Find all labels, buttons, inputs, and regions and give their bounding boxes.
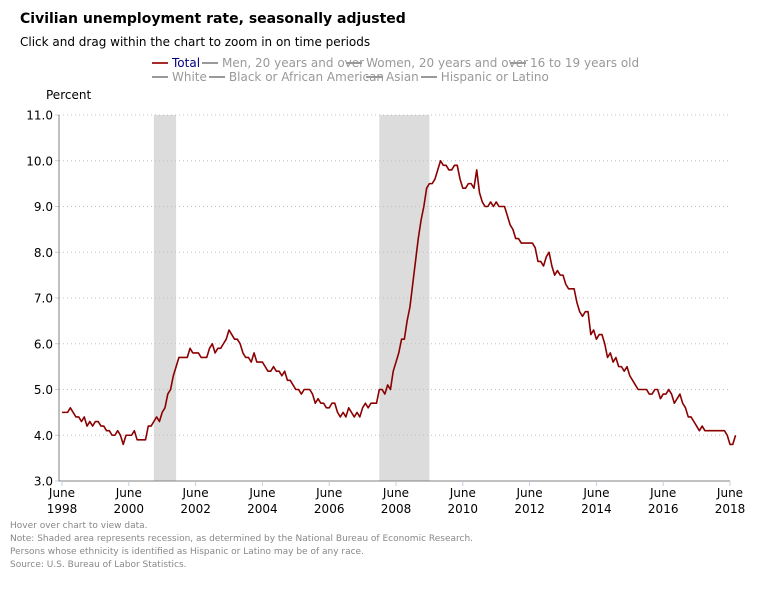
legend-label: Men, 20 years and over xyxy=(222,56,365,70)
x-tick-label-month: June xyxy=(649,486,676,500)
recession-band xyxy=(153,115,177,481)
legend-row-1: Total Men, 20 years and over Women, 20 yea… xyxy=(152,56,639,70)
legend-line-icon xyxy=(509,61,526,64)
legend-line-icon xyxy=(202,61,219,64)
legend-line-icon xyxy=(152,75,168,78)
legend-label: Women, 20 years and over xyxy=(366,56,528,70)
x-tick-label-month: June xyxy=(48,486,75,500)
legend-line-icon xyxy=(346,61,363,64)
y-tick-label: 6.0 xyxy=(34,337,53,351)
legend-item-teens[interactable]: 16 to 19 years old xyxy=(509,56,640,70)
ethnicity-note: Persons whose ethnicity is identified as… xyxy=(10,547,364,557)
x-tick-label-year: 2018 xyxy=(715,502,746,516)
legend-label: Asian xyxy=(386,70,419,84)
legend-item-hispanic[interactable]: Hispanic or Latino xyxy=(420,70,549,84)
gridlines xyxy=(55,114,730,482)
x-tick-label-month: June xyxy=(115,486,142,500)
y-tick-label: 7.0 xyxy=(34,292,53,306)
line-chart[interactable]: 3.04.05.06.07.08.09.010.011.0 June1998Ju… xyxy=(0,0,770,520)
y-tick-labels: 3.0 4.0 5.0 6.0 7.0 8.0 9.0 10.0 11.0 xyxy=(26,109,53,489)
x-tick-label-month: June xyxy=(449,486,476,500)
recession-band xyxy=(379,115,430,481)
chart-notes: Hover over chart to view data. Note: Sha… xyxy=(10,520,473,572)
y-tick-label: 8.0 xyxy=(34,246,53,260)
y-tick-label: 11.0 xyxy=(26,109,53,123)
x-tick-label-year: 2008 xyxy=(381,502,412,516)
legend-line-icon xyxy=(208,75,225,78)
legend: Total Men, 20 years and over Women, 20 yea… xyxy=(152,56,639,84)
legend-item-men[interactable]: Men, 20 years and over xyxy=(202,56,364,70)
legend-line-icon xyxy=(420,75,437,78)
legend-line-icon xyxy=(366,75,383,78)
legend-row-2: White Black or African American Asian Hispa… xyxy=(152,70,639,84)
y-axis-label: Percent xyxy=(46,88,92,102)
legend-item-women[interactable]: Women, 20 years and over xyxy=(346,56,528,70)
legend-label: 16 to 19 years old xyxy=(529,56,640,70)
x-tick-label-month: June xyxy=(716,486,743,500)
x-tick-label-month: June xyxy=(182,486,209,500)
x-tick-label-year: 2012 xyxy=(514,502,545,516)
x-tick-label-month: June xyxy=(248,486,275,500)
hover-note: Hover over chart to view data. xyxy=(10,521,148,531)
x-tick-label-month: June xyxy=(582,486,609,500)
legend-label: Total xyxy=(172,56,201,70)
x-tick-label-month: June xyxy=(382,486,409,500)
recession-note: Note: Shaded area represents recession, … xyxy=(10,534,474,544)
x-tick-label-year: 1998 xyxy=(47,502,78,516)
legend-label: Hispanic or Latino xyxy=(440,70,549,84)
x-tick-label-year: 2016 xyxy=(648,502,679,516)
x-tick-label-month: June xyxy=(516,486,543,500)
x-tick-labels: June 1998 June 2000 June 2002 June 2004 June 2006… xyxy=(47,486,746,516)
y-tick-label: 4.0 xyxy=(34,429,53,443)
legend-label: Black or African American xyxy=(228,70,385,84)
x-tick-label-year: 2010 xyxy=(448,502,479,516)
source-note: Source: U.S. Bureau of Labor Statistics. xyxy=(10,560,187,570)
y-tick-label: 10.0 xyxy=(26,154,53,168)
series-line-total xyxy=(62,159,737,446)
series-layer xyxy=(62,159,737,446)
x-tick-label-year: 2014 xyxy=(581,502,612,516)
chart-subtitle: Click and drag within the chart to zoom … xyxy=(20,35,371,49)
y-tick-label: 3.0 xyxy=(34,475,53,489)
legend-item-white[interactable]: White xyxy=(152,70,207,84)
legend-item-total[interactable]: Total xyxy=(152,56,200,70)
y-tick-label: 5.0 xyxy=(34,383,53,397)
x-tick-label-year: 2002 xyxy=(180,502,211,516)
chart-title: Civilian unemployment rate, seasonally a… xyxy=(20,11,406,27)
legend-label: White xyxy=(172,70,207,84)
axes xyxy=(58,115,731,486)
x-tick-label-year: 2006 xyxy=(314,502,345,516)
legend-line-icon xyxy=(152,61,168,64)
legend-item-asian[interactable]: Asian xyxy=(366,70,419,84)
x-tick-label-year: 2000 xyxy=(114,502,145,516)
legend-item-black[interactable]: Black or African American xyxy=(208,70,385,84)
x-tick-label-month: June xyxy=(315,486,342,500)
y-tick-label: 9.0 xyxy=(34,200,53,214)
x-tick-label-year: 2004 xyxy=(247,502,278,516)
